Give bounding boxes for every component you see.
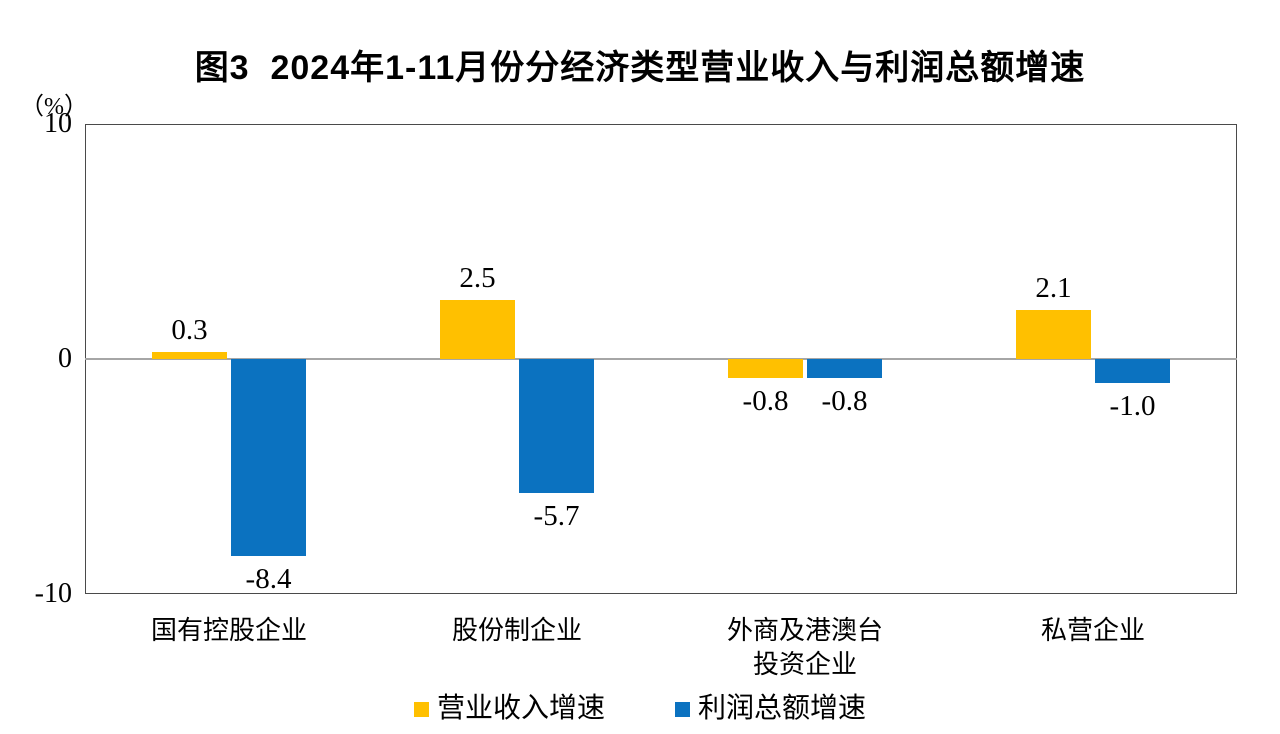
legend-label-revenue: 营业收入增速 <box>436 693 605 724</box>
chart-legend: 营业收入增速 利润总额增速 <box>0 694 1280 724</box>
y-tick-10: 10 <box>44 108 72 139</box>
category-label-2: 外商及港澳台 投资企业 <box>726 616 883 679</box>
bar-label-revenue-2: -0.8 <box>742 384 789 417</box>
bar-label-revenue-3: 2.1 <box>1035 271 1072 304</box>
bar-label-revenue-1: 2.5 <box>459 262 496 295</box>
legend-item-profit: 利润总额增速 <box>675 694 866 724</box>
y-tick-0: 0 <box>58 343 72 374</box>
bar-profit-2 <box>807 359 882 378</box>
y-axis-unit-label: （%） <box>20 94 88 120</box>
category-label-0: 国有控股企业 <box>150 616 307 645</box>
bar-label-profit-1: -5.7 <box>533 499 580 532</box>
chart-title: 图3 2024年1-11月份分经济类型营业收入与利润总额增速 <box>194 49 1086 87</box>
legend-label-profit: 利润总额增速 <box>698 693 867 724</box>
bar-label-profit-3: -1.0 <box>1109 389 1156 422</box>
bar-revenue-1 <box>440 300 515 359</box>
legend-marker-revenue-icon <box>413 701 429 717</box>
y-tick--10: -10 <box>34 578 72 609</box>
bar-profit-0 <box>231 359 306 557</box>
bar-revenue-3 <box>1016 309 1091 359</box>
zero-axis-line <box>85 358 1237 360</box>
legend-marker-profit-icon <box>675 701 690 717</box>
category-label-3: 私营企业 <box>1040 616 1145 645</box>
bar-profit-1 <box>519 359 594 493</box>
bar-profit-3 <box>1095 359 1170 383</box>
bar-label-profit-0: -8.4 <box>245 563 292 596</box>
bar-revenue-0 <box>152 351 227 359</box>
bar-label-revenue-0: 0.3 <box>171 313 208 346</box>
category-label-1: 股份制企业 <box>451 616 582 645</box>
legend-item-revenue: 营业收入增速 <box>413 693 605 724</box>
bar-label-profit-2: -0.8 <box>821 384 868 417</box>
bar-revenue-2 <box>728 359 803 378</box>
